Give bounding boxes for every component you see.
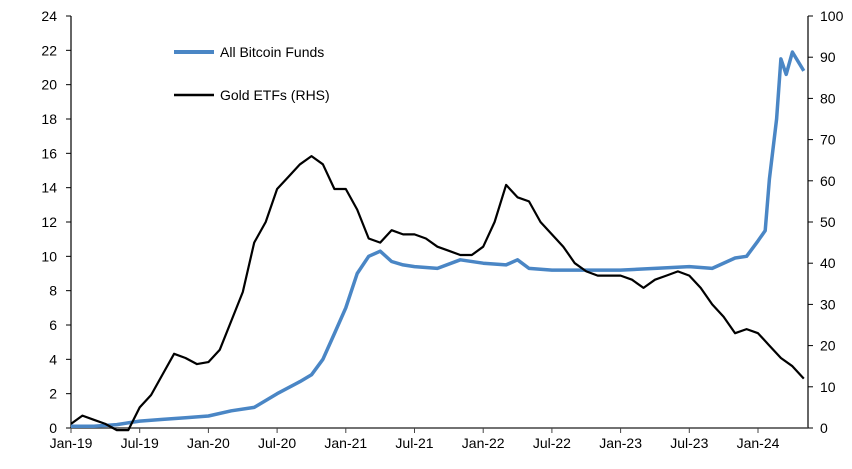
left-tick-label: 18 bbox=[41, 111, 57, 127]
x-tick-label: Jul-20 bbox=[258, 435, 296, 451]
right-tick-label: 40 bbox=[820, 255, 836, 271]
right-tick-label: 30 bbox=[820, 296, 836, 312]
legend: All Bitcoin Funds Gold ETFs (RHS) bbox=[174, 44, 330, 103]
x-tick-label: Jan-20 bbox=[187, 435, 230, 451]
left-tick-label: 14 bbox=[41, 180, 57, 196]
legend-label-bitcoin: All Bitcoin Funds bbox=[220, 44, 324, 60]
axes: 0246810121416182022240102030405060708090… bbox=[41, 8, 843, 451]
x-tick-label: Jan-24 bbox=[737, 435, 780, 451]
right-tick-label: 0 bbox=[820, 420, 828, 436]
left-tick-label: 10 bbox=[41, 248, 57, 264]
left-tick-label: 4 bbox=[49, 351, 57, 367]
right-tick-label: 50 bbox=[820, 214, 836, 230]
series-line-gold bbox=[71, 156, 804, 430]
left-tick-label: 8 bbox=[49, 283, 57, 299]
right-tick-label: 100 bbox=[820, 8, 844, 24]
x-tick-label: Jan-19 bbox=[50, 435, 93, 451]
left-tick-label: 20 bbox=[41, 77, 57, 93]
right-tick-label: 60 bbox=[820, 173, 836, 189]
left-tick-label: 0 bbox=[49, 420, 57, 436]
right-tick-label: 10 bbox=[820, 379, 836, 395]
legend-label-gold: Gold ETFs (RHS) bbox=[220, 87, 330, 103]
right-tick-label: 80 bbox=[820, 90, 836, 106]
left-tick-label: 6 bbox=[49, 317, 57, 333]
x-tick-label: Jan-21 bbox=[324, 435, 367, 451]
left-tick-label: 22 bbox=[41, 42, 57, 58]
left-tick-label: 12 bbox=[41, 214, 57, 230]
left-tick-label: 24 bbox=[41, 8, 57, 24]
x-tick-label: Jul-19 bbox=[121, 435, 159, 451]
x-tick-label: Jul-21 bbox=[395, 435, 433, 451]
left-tick-label: 16 bbox=[41, 145, 57, 161]
series-lines bbox=[71, 52, 804, 430]
x-tick-label: Jul-23 bbox=[670, 435, 708, 451]
right-tick-label: 70 bbox=[820, 132, 836, 148]
x-tick-label: Jul-22 bbox=[533, 435, 571, 451]
series-line-bitcoin bbox=[71, 52, 804, 426]
right-tick-label: 90 bbox=[820, 49, 836, 65]
x-tick-label: Jan-23 bbox=[599, 435, 642, 451]
left-tick-label: 2 bbox=[49, 386, 57, 402]
right-tick-label: 20 bbox=[820, 338, 836, 354]
x-tick-label: Jan-22 bbox=[462, 435, 505, 451]
